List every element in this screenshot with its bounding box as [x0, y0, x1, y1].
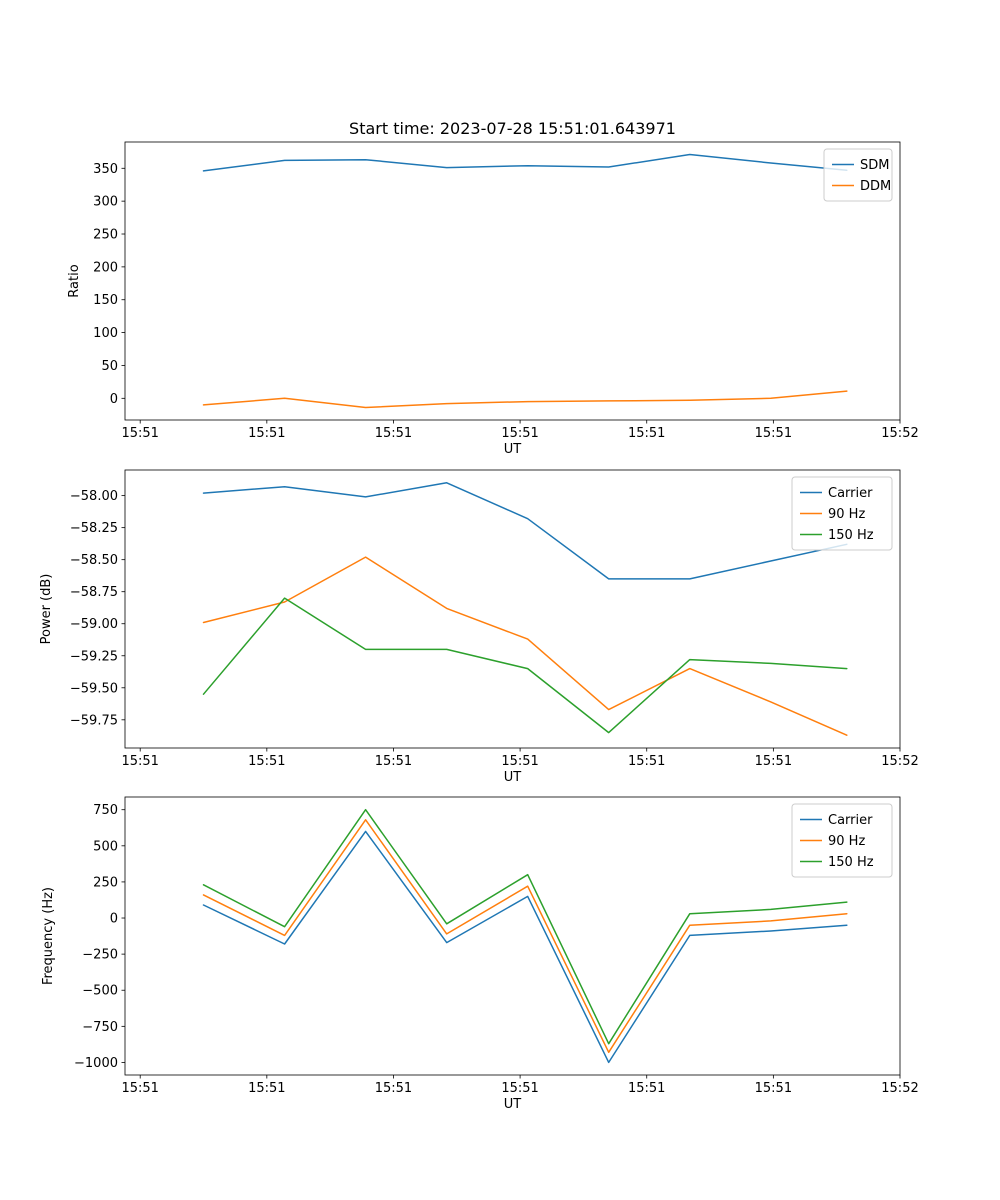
- x-axis-label: UT: [504, 442, 522, 457]
- x-tick-label: 15:51: [248, 426, 285, 441]
- y-tick-label: −58.00: [70, 489, 118, 504]
- x-tick-label: 15:51: [248, 1081, 285, 1096]
- x-tick-label: 15:52: [881, 1081, 918, 1096]
- y-tick-label: 50: [101, 359, 118, 374]
- legend-label: 150 Hz: [828, 855, 874, 870]
- x-tick-label: 15:51: [755, 426, 792, 441]
- y-tick-label: −250: [82, 948, 118, 963]
- x-tick-label: 15:51: [755, 1081, 792, 1096]
- x-tick-label: 15:51: [121, 1081, 158, 1096]
- axes-frame: [124, 141, 901, 421]
- y-axis-label: Ratio: [67, 264, 82, 297]
- legend: SDM DDM: [823, 148, 893, 202]
- axes-frame: [124, 469, 901, 749]
- y-tick-label: −59.25: [70, 649, 118, 664]
- y-tick-label: −59.50: [70, 681, 118, 696]
- y-tick-label: 150: [93, 293, 118, 308]
- legend-box: [791, 476, 893, 551]
- y-tick-label: 0: [110, 912, 118, 927]
- sdm-line: [202, 153, 848, 172]
- y-tick-label: −500: [82, 984, 118, 999]
- x-tick-label: 15:51: [248, 754, 285, 769]
- y-tick-label: −59.00: [70, 617, 118, 632]
- legend-label: 90 Hz: [828, 834, 865, 849]
- y-axis-label: Power (dB): [39, 574, 54, 645]
- chart-title: Start time: 2023-07-28 15:51:01.643971: [349, 119, 676, 138]
- x-tick-label: 15:51: [501, 426, 538, 441]
- 90-hz-line: [202, 556, 848, 736]
- subplot-power-db: −59.75 −59.50 −59.25 −59.00 −58.75 −58.50 −58.…: [39, 469, 919, 785]
- y-tick-label: 350: [93, 162, 118, 177]
- y-tick-label: 300: [93, 195, 118, 210]
- y-tick-label: 250: [93, 228, 118, 243]
- x-axis-label: UT: [504, 1097, 522, 1112]
- x-axis-label: UT: [504, 770, 522, 785]
- x-tick-label: 15:51: [628, 426, 665, 441]
- subplot-ratio: 0 50 100 150 200 250 300 350 15:51 15:51 15:51 15:5…: [67, 141, 919, 457]
- 150-hz-line: [202, 808, 848, 1045]
- axes-frame: [124, 796, 901, 1076]
- x-tick-label: 15:51: [375, 754, 412, 769]
- legend: Carrier 90 Hz 150 Hz: [791, 803, 893, 878]
- y-tick-label: 250: [93, 875, 118, 890]
- ddm-line: [202, 390, 848, 409]
- y-tick-label: 200: [93, 260, 118, 275]
- y-tick-label: 100: [93, 326, 118, 341]
- y-tick-label: −58.50: [70, 553, 118, 568]
- x-tick-label: 15:51: [121, 754, 158, 769]
- 90-hz-line: [202, 819, 848, 1054]
- legend-box: [823, 148, 893, 202]
- y-axis-label: Frequency (Hz): [41, 887, 56, 985]
- x-tick-label: 15:51: [628, 1081, 665, 1096]
- legend-box: [791, 803, 893, 878]
- y-tick-label: 0: [110, 392, 118, 407]
- y-tick-label: −58.75: [70, 585, 118, 600]
- x-tick-label: 15:51: [755, 754, 792, 769]
- legend-label: 150 Hz: [828, 528, 874, 543]
- x-tick-label: 15:52: [881, 754, 918, 769]
- legend-label: 90 Hz: [828, 507, 865, 522]
- y-tick-label: −58.25: [70, 521, 118, 536]
- subplot-frequency-hz: −1000 −750 −500 −250 0 250 500 750 15:51 15:51 15:…: [41, 796, 919, 1112]
- legend-label: SDM: [860, 158, 889, 173]
- 150-hz-line: [202, 597, 848, 734]
- legend-label: Carrier: [828, 813, 873, 828]
- y-tick-label: 750: [93, 803, 118, 818]
- x-tick-label: 15:51: [501, 754, 538, 769]
- y-tick-label: 500: [93, 839, 118, 854]
- x-tick-label: 15:51: [375, 1081, 412, 1096]
- legend-label: DDM: [860, 179, 891, 194]
- legend-label: Carrier: [828, 486, 873, 501]
- carrier-line: [202, 830, 848, 1064]
- x-tick-label: 15:51: [501, 1081, 538, 1096]
- carrier-line: [202, 482, 848, 580]
- x-tick-label: 15:51: [628, 754, 665, 769]
- y-tick-label: −1000: [74, 1056, 118, 1071]
- x-tick-label: 15:52: [881, 426, 918, 441]
- y-tick-label: −59.75: [70, 713, 118, 728]
- x-tick-label: 15:51: [121, 426, 158, 441]
- legend: Carrier 90 Hz 150 Hz: [791, 476, 893, 551]
- x-tick-label: 15:51: [375, 426, 412, 441]
- y-tick-label: −750: [82, 1020, 118, 1035]
